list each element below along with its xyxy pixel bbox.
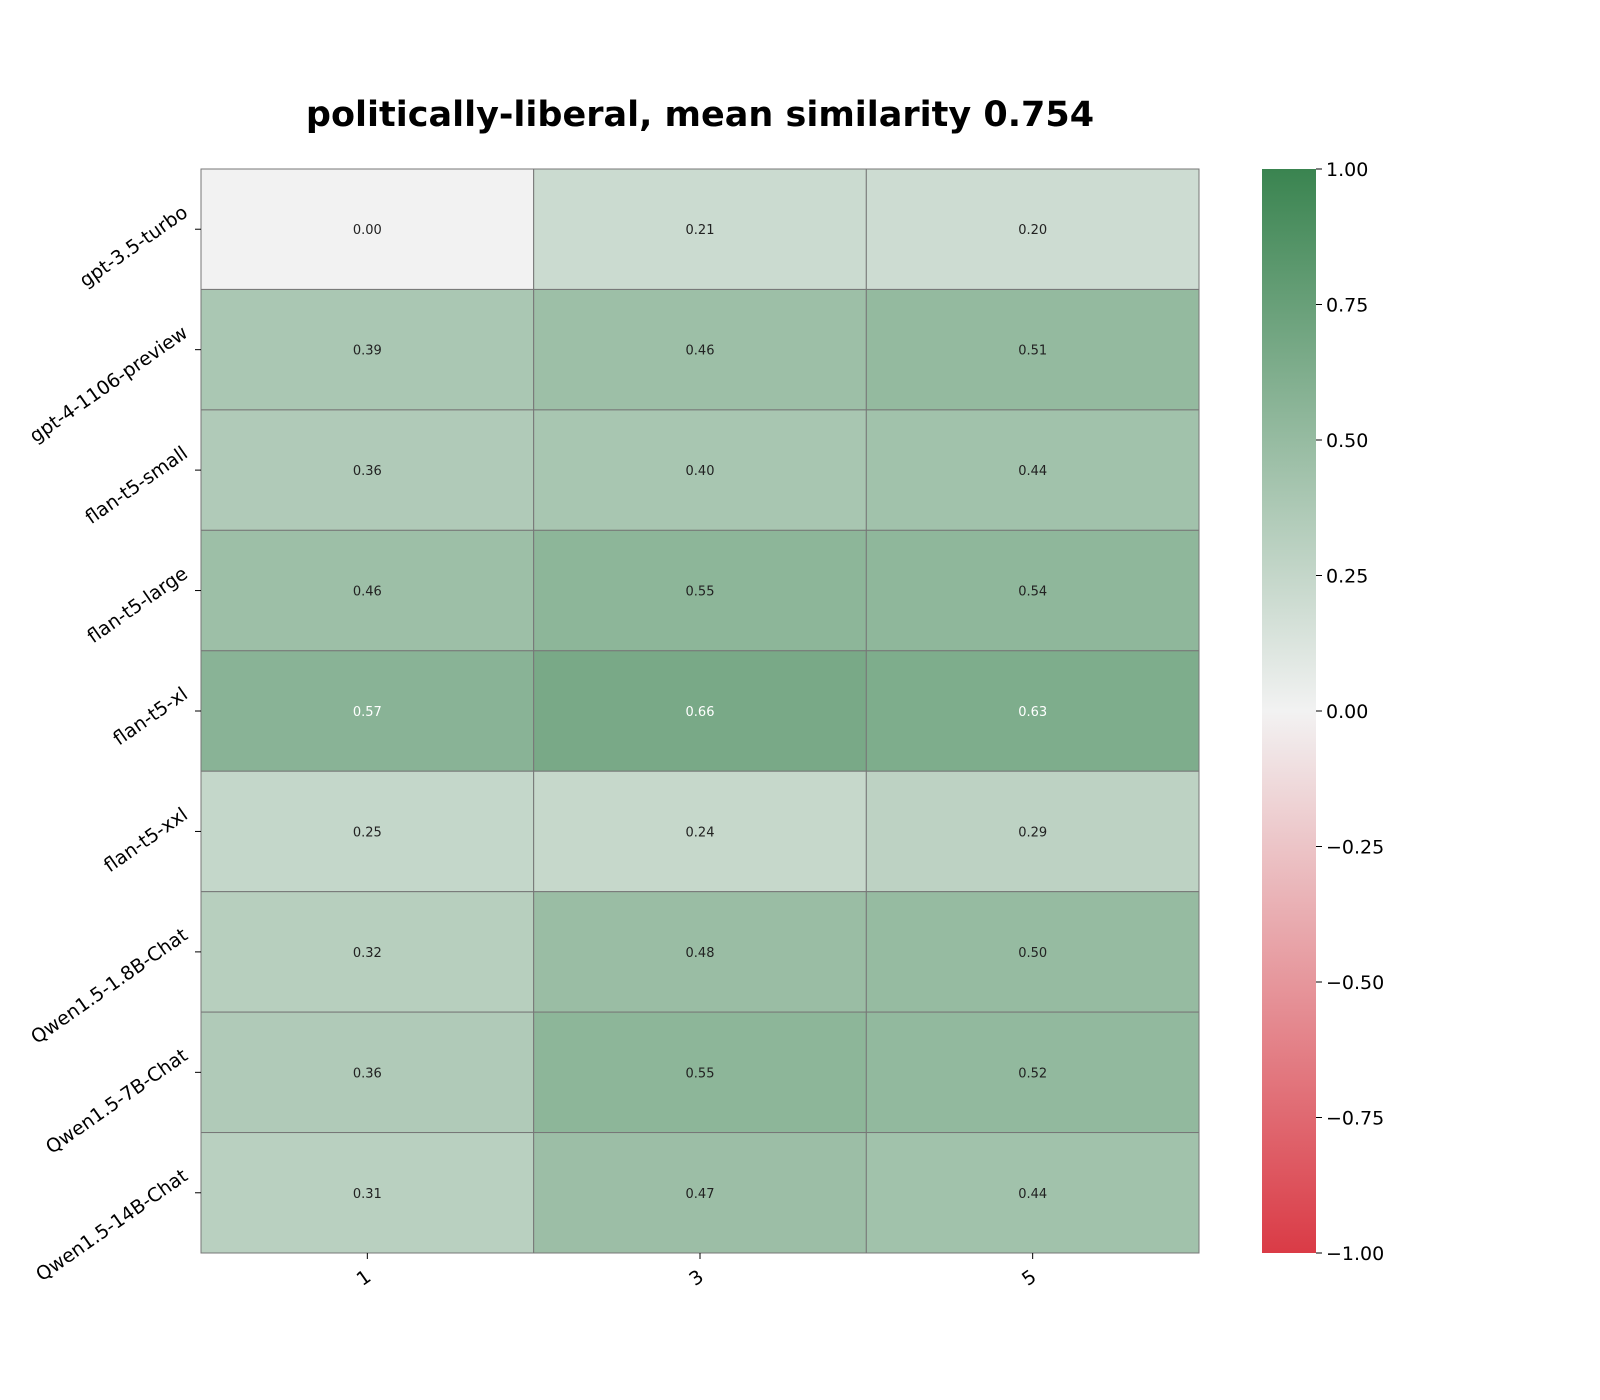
colorbar-tick-label: 0.75 [1326, 295, 1368, 317]
heatmap-cell [865, 1132, 1200, 1254]
cell-value-label: 0.55 [686, 1066, 715, 1081]
cell-value-label: 0.66 [686, 705, 715, 720]
heatmap-cells: 0.00 0.21 0.20 0.39 0.46 0.51 0.36 0.40 0.44 0.46… [200, 168, 1200, 1254]
colorbar-gradient [1262, 169, 1316, 1253]
heatmap-cell [200, 650, 535, 772]
column-labels: 1 3 5 [353, 1253, 1041, 1291]
heatmap-cell [200, 168, 535, 290]
heatmap-cell [533, 288, 867, 411]
row-label: flan-t5-xxl [100, 804, 192, 877]
cell-value-label: 0.44 [1018, 464, 1047, 479]
cell-value-label: 0.54 [1018, 585, 1047, 600]
cell-value-label: 0.47 [686, 1187, 715, 1202]
row-label: Qwen1.5-14B-Chat [32, 1165, 192, 1286]
cell-value-label: 0.48 [686, 946, 715, 961]
cell-value-label: 0.24 [686, 825, 715, 840]
heatmap-cell [533, 1132, 867, 1254]
cell-value-label: 0.20 [1018, 223, 1047, 238]
heatmap-cell [200, 1011, 535, 1134]
cell-value-label: 0.46 [686, 344, 715, 359]
cell-value-label: 0.36 [353, 464, 382, 479]
cell-value-label: 0.00 [353, 223, 382, 238]
row-label: gpt-4-1106-preview [26, 322, 192, 448]
column-label: 1 [353, 1266, 376, 1291]
row-labels: gpt-3.5-turbo gpt-4-1106-previewflan-t5-s… [26, 201, 201, 1286]
heatmap-cell [865, 288, 1200, 411]
colorbar-tick-label: 0.00 [1326, 701, 1368, 723]
cell-value-label: 0.57 [353, 705, 382, 720]
row-label: flan-t5-small [81, 442, 192, 529]
heatmap-cell [533, 1011, 867, 1134]
cell-value-label: 0.46 [353, 585, 382, 600]
colorbar-tick-label: 0.50 [1326, 430, 1368, 452]
cell-value-label: 0.63 [1018, 705, 1047, 720]
colorbar-tick-label: −0.50 [1326, 972, 1384, 994]
colorbar: 1.00 0.75 0.50 0.25 0.00 −0.25 −0.50 −0.75 −1.00 [1262, 159, 1384, 1265]
heatmap-cell [865, 770, 1200, 893]
cell-value-label: 0.51 [1018, 344, 1047, 359]
cell-value-label: 0.55 [686, 585, 715, 600]
row-label: Qwen1.5-7B-Chat [42, 1044, 192, 1158]
cell-value-label: 0.29 [1018, 825, 1047, 840]
cell-value-label: 0.50 [1018, 946, 1047, 961]
cell-value-label: 0.21 [686, 223, 715, 238]
row-label: flan-t5-large [83, 563, 192, 648]
cell-value-label: 0.44 [1018, 1187, 1047, 1202]
column-label: 5 [1018, 1266, 1041, 1291]
row-label: Qwen1.5-1.8B-Chat [27, 924, 192, 1049]
cell-value-label: 0.52 [1018, 1066, 1047, 1081]
heatmap-cell [200, 288, 535, 411]
colorbar-tick-label: −0.75 [1326, 1108, 1384, 1130]
heatmap-cell [200, 409, 535, 531]
heatmap-cell [865, 529, 1200, 652]
heatmap-cell [200, 891, 535, 1013]
colorbar-tick-label: 0.25 [1326, 566, 1368, 588]
cell-value-label: 0.25 [353, 825, 382, 840]
heatmap-cell [533, 409, 867, 531]
heatmap-cell [200, 529, 535, 652]
heatmap-cell [865, 650, 1200, 772]
heatmap-cell [200, 1132, 535, 1254]
cell-value-label: 0.32 [353, 946, 382, 961]
heatmap-cell [865, 891, 1200, 1013]
colorbar-tick-label: −0.25 [1326, 837, 1384, 859]
heatmap-cell [533, 650, 867, 772]
heatmap-cell [533, 891, 867, 1013]
heatmap-cell [533, 168, 867, 290]
row-label: flan-t5-xl [109, 683, 192, 750]
cell-value-label: 0.40 [686, 464, 715, 479]
heatmap-cell [533, 770, 867, 893]
heatmap-cell [865, 1011, 1200, 1134]
heatmap-cell [865, 168, 1200, 290]
chart-title: politically-liberal, mean similarity 0.7… [306, 95, 1094, 135]
cell-value-label: 0.39 [353, 344, 382, 359]
row-label: gpt-3.5-turbo [76, 201, 192, 292]
column-label: 3 [685, 1266, 708, 1291]
cell-value-label: 0.31 [353, 1187, 382, 1202]
colorbar-tick-label: −1.00 [1326, 1243, 1384, 1265]
cell-value-label: 0.36 [353, 1066, 382, 1081]
colorbar-tick-label: 1.00 [1326, 159, 1368, 181]
